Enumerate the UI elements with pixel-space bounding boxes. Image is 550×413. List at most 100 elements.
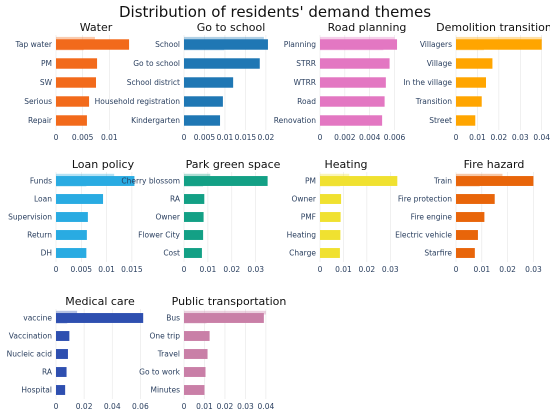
x-tick-label: 0.06 <box>132 402 149 411</box>
bar <box>184 212 204 222</box>
category-label: Village <box>427 59 453 68</box>
bar <box>56 176 135 186</box>
bar <box>184 331 210 341</box>
category-label: Go to work <box>139 368 181 377</box>
bar <box>320 115 383 126</box>
category-label: Renovation <box>274 116 316 125</box>
extra-bar <box>320 173 350 178</box>
x-tick-label: 0 <box>318 265 323 274</box>
x-tick-label: 0.02 <box>258 133 275 142</box>
bar <box>184 248 202 258</box>
x-tick-label: 0.04 <box>258 402 275 411</box>
x-tick-label: 0.02 <box>217 402 234 411</box>
x-tick-label: 0.01 <box>200 265 217 274</box>
category-label: DH <box>41 249 52 258</box>
bar <box>184 230 204 240</box>
panel-title: Public transportation <box>172 295 287 308</box>
category-label: Nucleic acid <box>7 350 53 359</box>
x-tick-label: 0 <box>54 402 59 411</box>
bar <box>320 77 386 88</box>
extra-bar <box>56 173 115 178</box>
category-label: vaccine <box>23 314 52 323</box>
x-tick-label: 0.03 <box>247 265 264 274</box>
x-tick-label: 0.03 <box>382 265 399 274</box>
bar <box>184 115 221 126</box>
category-label: Travel <box>157 350 180 359</box>
category-label: PM <box>305 177 316 186</box>
x-tick-label: 0.015 <box>235 133 257 142</box>
category-label: Transition <box>415 97 453 106</box>
category-label: Loan <box>34 195 52 204</box>
panel-8: Medical care 0 0.02 0.04 0.06 vaccine Vaccinat… <box>7 295 149 411</box>
x-tick-label: 0.04 <box>104 402 121 411</box>
x-tick-label: 0.015 <box>121 265 143 274</box>
bar <box>320 230 341 240</box>
x-tick-label: 0.02 <box>499 265 516 274</box>
panel-title: Medical care <box>65 295 135 308</box>
category-label: RA <box>170 195 181 204</box>
x-tick-label: 0.005 <box>71 265 93 274</box>
bar <box>320 58 390 69</box>
panel-title: Park green space <box>186 158 281 171</box>
x-tick-label: 0 <box>182 402 187 411</box>
extra-bar <box>184 310 266 315</box>
chart-title: Distribution of residents' demand themes <box>119 3 431 21</box>
category-label: Owner <box>292 195 317 204</box>
category-label: Serious <box>24 97 52 106</box>
bar <box>56 58 98 69</box>
bar <box>456 96 482 107</box>
bar <box>56 385 66 395</box>
extra-bar <box>56 310 78 315</box>
category-label: Bus <box>166 314 180 323</box>
category-label: Heating <box>287 231 317 240</box>
panel-7: Fire hazard 0 0.01 0.02 0.03 Train Fire protec… <box>395 158 542 274</box>
extra-bar <box>184 36 264 41</box>
extra-bar <box>184 173 211 178</box>
panel-title: Demolition transition <box>436 21 550 34</box>
extra-bar <box>456 173 503 178</box>
category-label: Cherry blossom <box>121 177 180 186</box>
category-label: Funds <box>30 177 52 186</box>
bar <box>56 194 104 204</box>
extra-bar <box>320 36 395 41</box>
bar <box>320 248 340 258</box>
bar <box>184 58 260 69</box>
bar <box>184 349 208 359</box>
x-tick-label: 0.04 <box>533 133 550 142</box>
category-label: PM <box>41 59 52 68</box>
x-tick-label: 0.02 <box>76 402 93 411</box>
x-tick-label: 0.01 <box>101 133 118 142</box>
x-tick-label: 0 <box>182 133 187 142</box>
x-tick-label: 0.005 <box>72 133 94 142</box>
category-label: Villagers <box>420 40 452 49</box>
category-label: Planning <box>284 40 317 49</box>
x-tick-label: 0 <box>54 133 59 142</box>
bar <box>56 313 144 323</box>
bar <box>56 331 70 341</box>
category-label: Go to school <box>133 59 180 68</box>
bar <box>56 349 68 359</box>
bar <box>320 194 342 204</box>
bar <box>320 96 385 107</box>
extra-bar <box>456 36 542 41</box>
panel-title: Go to school <box>197 21 266 34</box>
x-tick-label: 0.002 <box>334 133 356 142</box>
bar <box>456 58 493 69</box>
category-label: School <box>155 40 180 49</box>
x-tick-label: 0 <box>454 265 459 274</box>
bar <box>456 194 495 204</box>
x-tick-label: 0 <box>318 133 323 142</box>
category-label: WTRR <box>294 78 316 87</box>
x-tick-label: 0.02 <box>359 265 376 274</box>
category-label: Owner <box>156 213 181 222</box>
bar <box>56 96 90 107</box>
category-label: Household registration <box>95 97 181 106</box>
bar <box>184 39 268 50</box>
category-label: Fire protection <box>398 195 452 204</box>
x-tick-label: 0 <box>182 265 187 274</box>
category-label: Repair <box>28 116 53 125</box>
category-label: Supervision <box>8 213 52 222</box>
bar <box>56 212 88 222</box>
bar <box>184 367 206 377</box>
